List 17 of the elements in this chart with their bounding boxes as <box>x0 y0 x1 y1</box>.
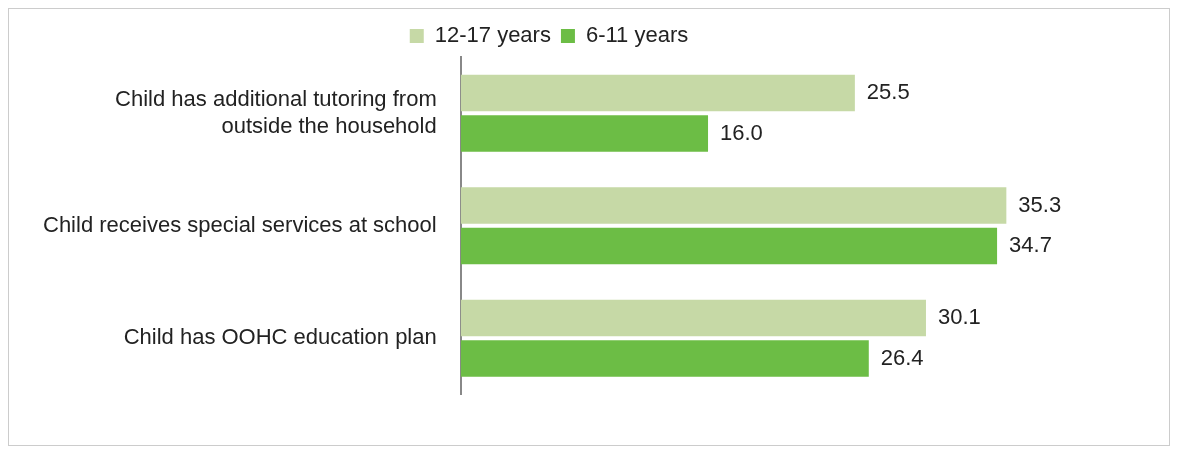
data-label: 26.4 <box>880 344 924 370</box>
bar <box>460 115 709 152</box>
data-label: 30.1 <box>937 304 981 330</box>
bar <box>460 340 869 377</box>
legend-label: 6-11 years <box>585 22 689 48</box>
y-tick-label: Child has OOHC education plan <box>123 324 437 350</box>
data-label: 35.3 <box>1018 191 1062 217</box>
bar <box>460 74 855 112</box>
y-tick-label: Child receives special services at school <box>42 211 437 237</box>
legend-label: 12-17 years <box>434 22 551 48</box>
data-label: 16.0 <box>720 119 763 145</box>
bar <box>460 299 926 337</box>
bar <box>460 187 1007 224</box>
y-tick-label: Child has additional tutoring from outside the household <box>115 86 437 138</box>
data-label: 34.7 <box>1009 232 1052 258</box>
bar <box>460 227 998 265</box>
data-label: 25.5 <box>866 79 910 105</box>
